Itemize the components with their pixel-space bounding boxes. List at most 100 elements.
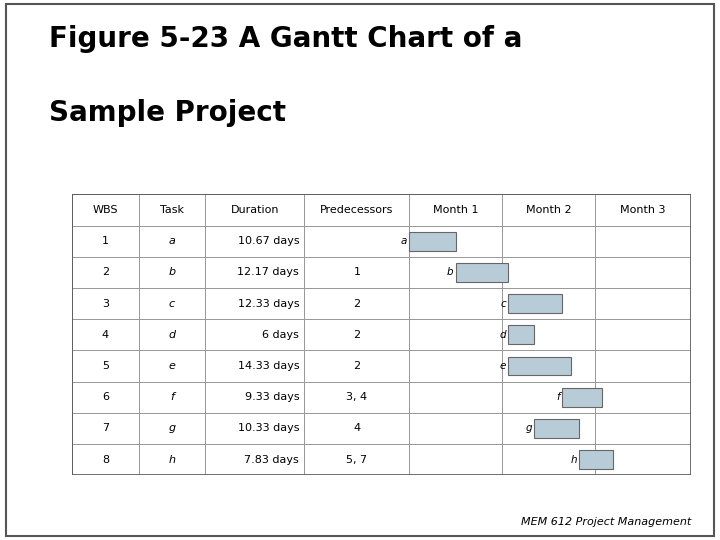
- Bar: [72, 413, 139, 444]
- Bar: [595, 413, 691, 444]
- Bar: [595, 382, 691, 413]
- Text: MEM 612 Project Management: MEM 612 Project Management: [521, 517, 691, 526]
- Bar: [139, 194, 205, 226]
- Text: 1: 1: [354, 267, 360, 278]
- Text: Task: Task: [160, 205, 184, 215]
- Text: 2: 2: [354, 299, 361, 308]
- Text: 7.83 days: 7.83 days: [245, 455, 300, 464]
- Bar: [410, 232, 456, 251]
- Bar: [139, 382, 205, 413]
- Bar: [72, 350, 139, 382]
- Text: 12.33 days: 12.33 days: [238, 299, 300, 308]
- Text: c: c: [500, 299, 506, 308]
- Bar: [205, 257, 304, 288]
- Bar: [72, 319, 139, 350]
- Text: d: d: [500, 330, 506, 340]
- Bar: [410, 319, 503, 350]
- Text: 14.33 days: 14.33 days: [238, 361, 300, 371]
- Bar: [410, 382, 503, 413]
- Bar: [410, 288, 503, 319]
- Bar: [139, 257, 205, 288]
- Bar: [139, 350, 205, 382]
- Bar: [304, 319, 410, 350]
- Bar: [595, 319, 691, 350]
- Text: 3: 3: [102, 299, 109, 308]
- Bar: [205, 226, 304, 257]
- Text: 3, 4: 3, 4: [346, 392, 367, 402]
- Bar: [139, 226, 205, 257]
- Bar: [304, 194, 410, 226]
- Bar: [304, 444, 410, 475]
- Bar: [595, 226, 691, 257]
- Bar: [304, 350, 410, 382]
- Bar: [456, 263, 508, 282]
- Bar: [72, 444, 139, 475]
- Text: f: f: [170, 392, 174, 402]
- Bar: [72, 382, 139, 413]
- Text: Figure 5-23 A Gantt Chart of a: Figure 5-23 A Gantt Chart of a: [49, 25, 522, 53]
- Bar: [503, 319, 595, 350]
- Bar: [205, 350, 304, 382]
- Text: WBS: WBS: [93, 205, 118, 215]
- Text: 2: 2: [354, 330, 361, 340]
- Bar: [410, 413, 503, 444]
- Text: 9.33 days: 9.33 days: [245, 392, 300, 402]
- Bar: [503, 194, 595, 226]
- Bar: [205, 382, 304, 413]
- Text: g: g: [168, 423, 176, 434]
- Text: 4: 4: [102, 330, 109, 340]
- Bar: [534, 419, 580, 438]
- Text: Month 2: Month 2: [526, 205, 572, 215]
- Bar: [503, 444, 595, 475]
- Text: Sample Project: Sample Project: [49, 99, 286, 127]
- Bar: [72, 226, 139, 257]
- Bar: [205, 413, 304, 444]
- Bar: [304, 288, 410, 319]
- Bar: [72, 288, 139, 319]
- Text: 2: 2: [354, 361, 361, 371]
- Bar: [508, 326, 534, 344]
- Text: c: c: [169, 299, 175, 308]
- Bar: [595, 194, 691, 226]
- Bar: [304, 226, 410, 257]
- Text: 5, 7: 5, 7: [346, 455, 367, 464]
- Bar: [508, 294, 562, 313]
- Text: Predecessors: Predecessors: [320, 205, 394, 215]
- Bar: [410, 226, 503, 257]
- Text: 2: 2: [102, 267, 109, 278]
- Bar: [410, 444, 503, 475]
- Text: 7: 7: [102, 423, 109, 434]
- Text: Duration: Duration: [230, 205, 279, 215]
- Text: 6: 6: [102, 392, 109, 402]
- Text: Month 3: Month 3: [621, 205, 666, 215]
- Text: f: f: [556, 392, 559, 402]
- Bar: [205, 319, 304, 350]
- Text: e: e: [500, 361, 506, 371]
- Bar: [72, 257, 139, 288]
- Text: Month 1: Month 1: [433, 205, 479, 215]
- Text: b: b: [446, 267, 453, 278]
- Bar: [562, 388, 603, 407]
- Text: h: h: [168, 455, 176, 464]
- Bar: [139, 413, 205, 444]
- Text: a: a: [168, 236, 176, 246]
- Bar: [410, 194, 503, 226]
- Bar: [508, 356, 570, 375]
- Bar: [595, 257, 691, 288]
- Bar: [595, 350, 691, 382]
- Text: a: a: [400, 236, 407, 246]
- Bar: [304, 257, 410, 288]
- Bar: [580, 450, 613, 469]
- Bar: [139, 319, 205, 350]
- Text: d: d: [168, 330, 176, 340]
- Bar: [205, 288, 304, 319]
- Text: 12.17 days: 12.17 days: [238, 267, 300, 278]
- Bar: [503, 350, 595, 382]
- Text: 5: 5: [102, 361, 109, 371]
- Bar: [503, 257, 595, 288]
- Bar: [205, 444, 304, 475]
- Text: b: b: [168, 267, 176, 278]
- Bar: [410, 257, 503, 288]
- Text: 1: 1: [102, 236, 109, 246]
- Text: h: h: [570, 455, 577, 464]
